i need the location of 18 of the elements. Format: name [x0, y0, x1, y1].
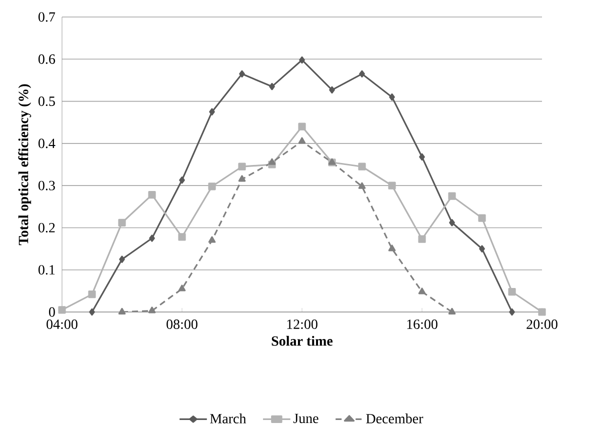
y-tick-label: 0.1 [38, 265, 55, 275]
x-axis-title: Solar time [272, 336, 333, 346]
y-tick-label: 0.5 [38, 96, 55, 106]
legend-label: June [293, 414, 318, 424]
x-tick-label: 08:00 [166, 320, 198, 330]
x-tick-label: 16:00 [407, 320, 438, 330]
legend-label: March [210, 414, 246, 424]
y-tick-label: 0.4 [38, 138, 56, 148]
y-axis-title: Total optical efficiency (%) [18, 84, 32, 246]
y-tick-label: 0.7 [38, 12, 56, 22]
y-tick-label: 0.2 [38, 222, 55, 232]
legend-label: December [366, 414, 424, 424]
y-tick-label: 0.6 [38, 54, 56, 64]
x-tick-label: 12:00 [287, 320, 318, 330]
y-tick-label: 0.3 [38, 180, 55, 190]
x-tick-label: 20:00 [526, 320, 558, 330]
y-tick-label: 0 [49, 307, 55, 317]
x-tick-label: 04:00 [46, 320, 78, 330]
